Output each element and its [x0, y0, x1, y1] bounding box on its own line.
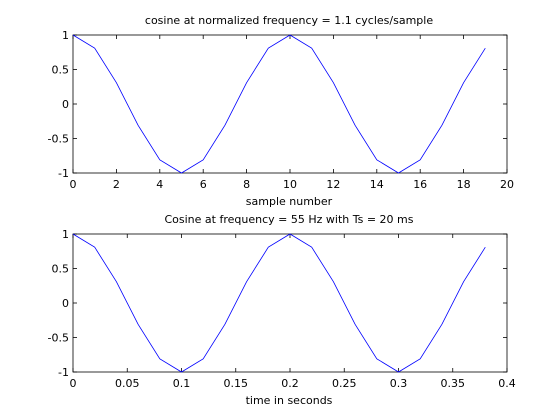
y-tick-label: -0.5 [48, 332, 69, 345]
chart-title: cosine at normalized frequency = 1.1 cyc… [145, 14, 433, 27]
x-tick-label: 0.15 [224, 377, 249, 390]
chart-title: Cosine at frequency = 55 Hz with Ts = 20… [164, 213, 413, 226]
x-tick-label: 0.25 [332, 377, 357, 390]
x-tick-label: 6 [200, 178, 207, 191]
x-tick-label: 20 [500, 178, 514, 191]
y-tick-label: -1 [58, 167, 69, 180]
x-tick-label: 4 [156, 178, 163, 191]
y-tick-label: 0 [62, 297, 69, 310]
x-tick-label: 0.05 [115, 377, 140, 390]
x-tick-label: 8 [243, 178, 250, 191]
y-tick-label: 0.5 [52, 64, 70, 77]
plot-area [72, 233, 508, 373]
x-tick-label: 0.35 [441, 377, 466, 390]
x-tick-label: 14 [370, 178, 384, 191]
y-tick-label: 1 [62, 228, 69, 241]
x-tick-label: 2 [113, 178, 120, 191]
plot-area [72, 34, 508, 174]
series-line [72, 233, 486, 373]
x-tick-label: 0.3 [390, 377, 408, 390]
y-tick-label: 0.5 [52, 263, 70, 276]
chart-bottom: Cosine at frequency = 55 Hz with Ts = 20… [48, 213, 516, 407]
y-tick-label: -1 [58, 366, 69, 379]
x-tick-label: 10 [283, 178, 297, 191]
chart-top: cosine at normalized frequency = 1.1 cyc… [48, 14, 514, 208]
x-axis-label: sample number [246, 195, 333, 208]
x-axis-label: time in seconds [246, 394, 333, 407]
x-tick-label: 12 [326, 178, 340, 191]
y-tick-label: 1 [62, 29, 69, 42]
y-tick-label: -0.5 [48, 133, 69, 146]
x-tick-label: 0.2 [281, 377, 299, 390]
x-tick-label: 0.4 [498, 377, 516, 390]
series-line [72, 34, 486, 174]
x-tick-label: 18 [457, 178, 471, 191]
y-tick-label: 0 [62, 98, 69, 111]
x-tick-label: 0 [70, 178, 77, 191]
x-tick-label: 16 [413, 178, 427, 191]
x-tick-label: 0.1 [173, 377, 191, 390]
x-tick-label: 0 [70, 377, 77, 390]
